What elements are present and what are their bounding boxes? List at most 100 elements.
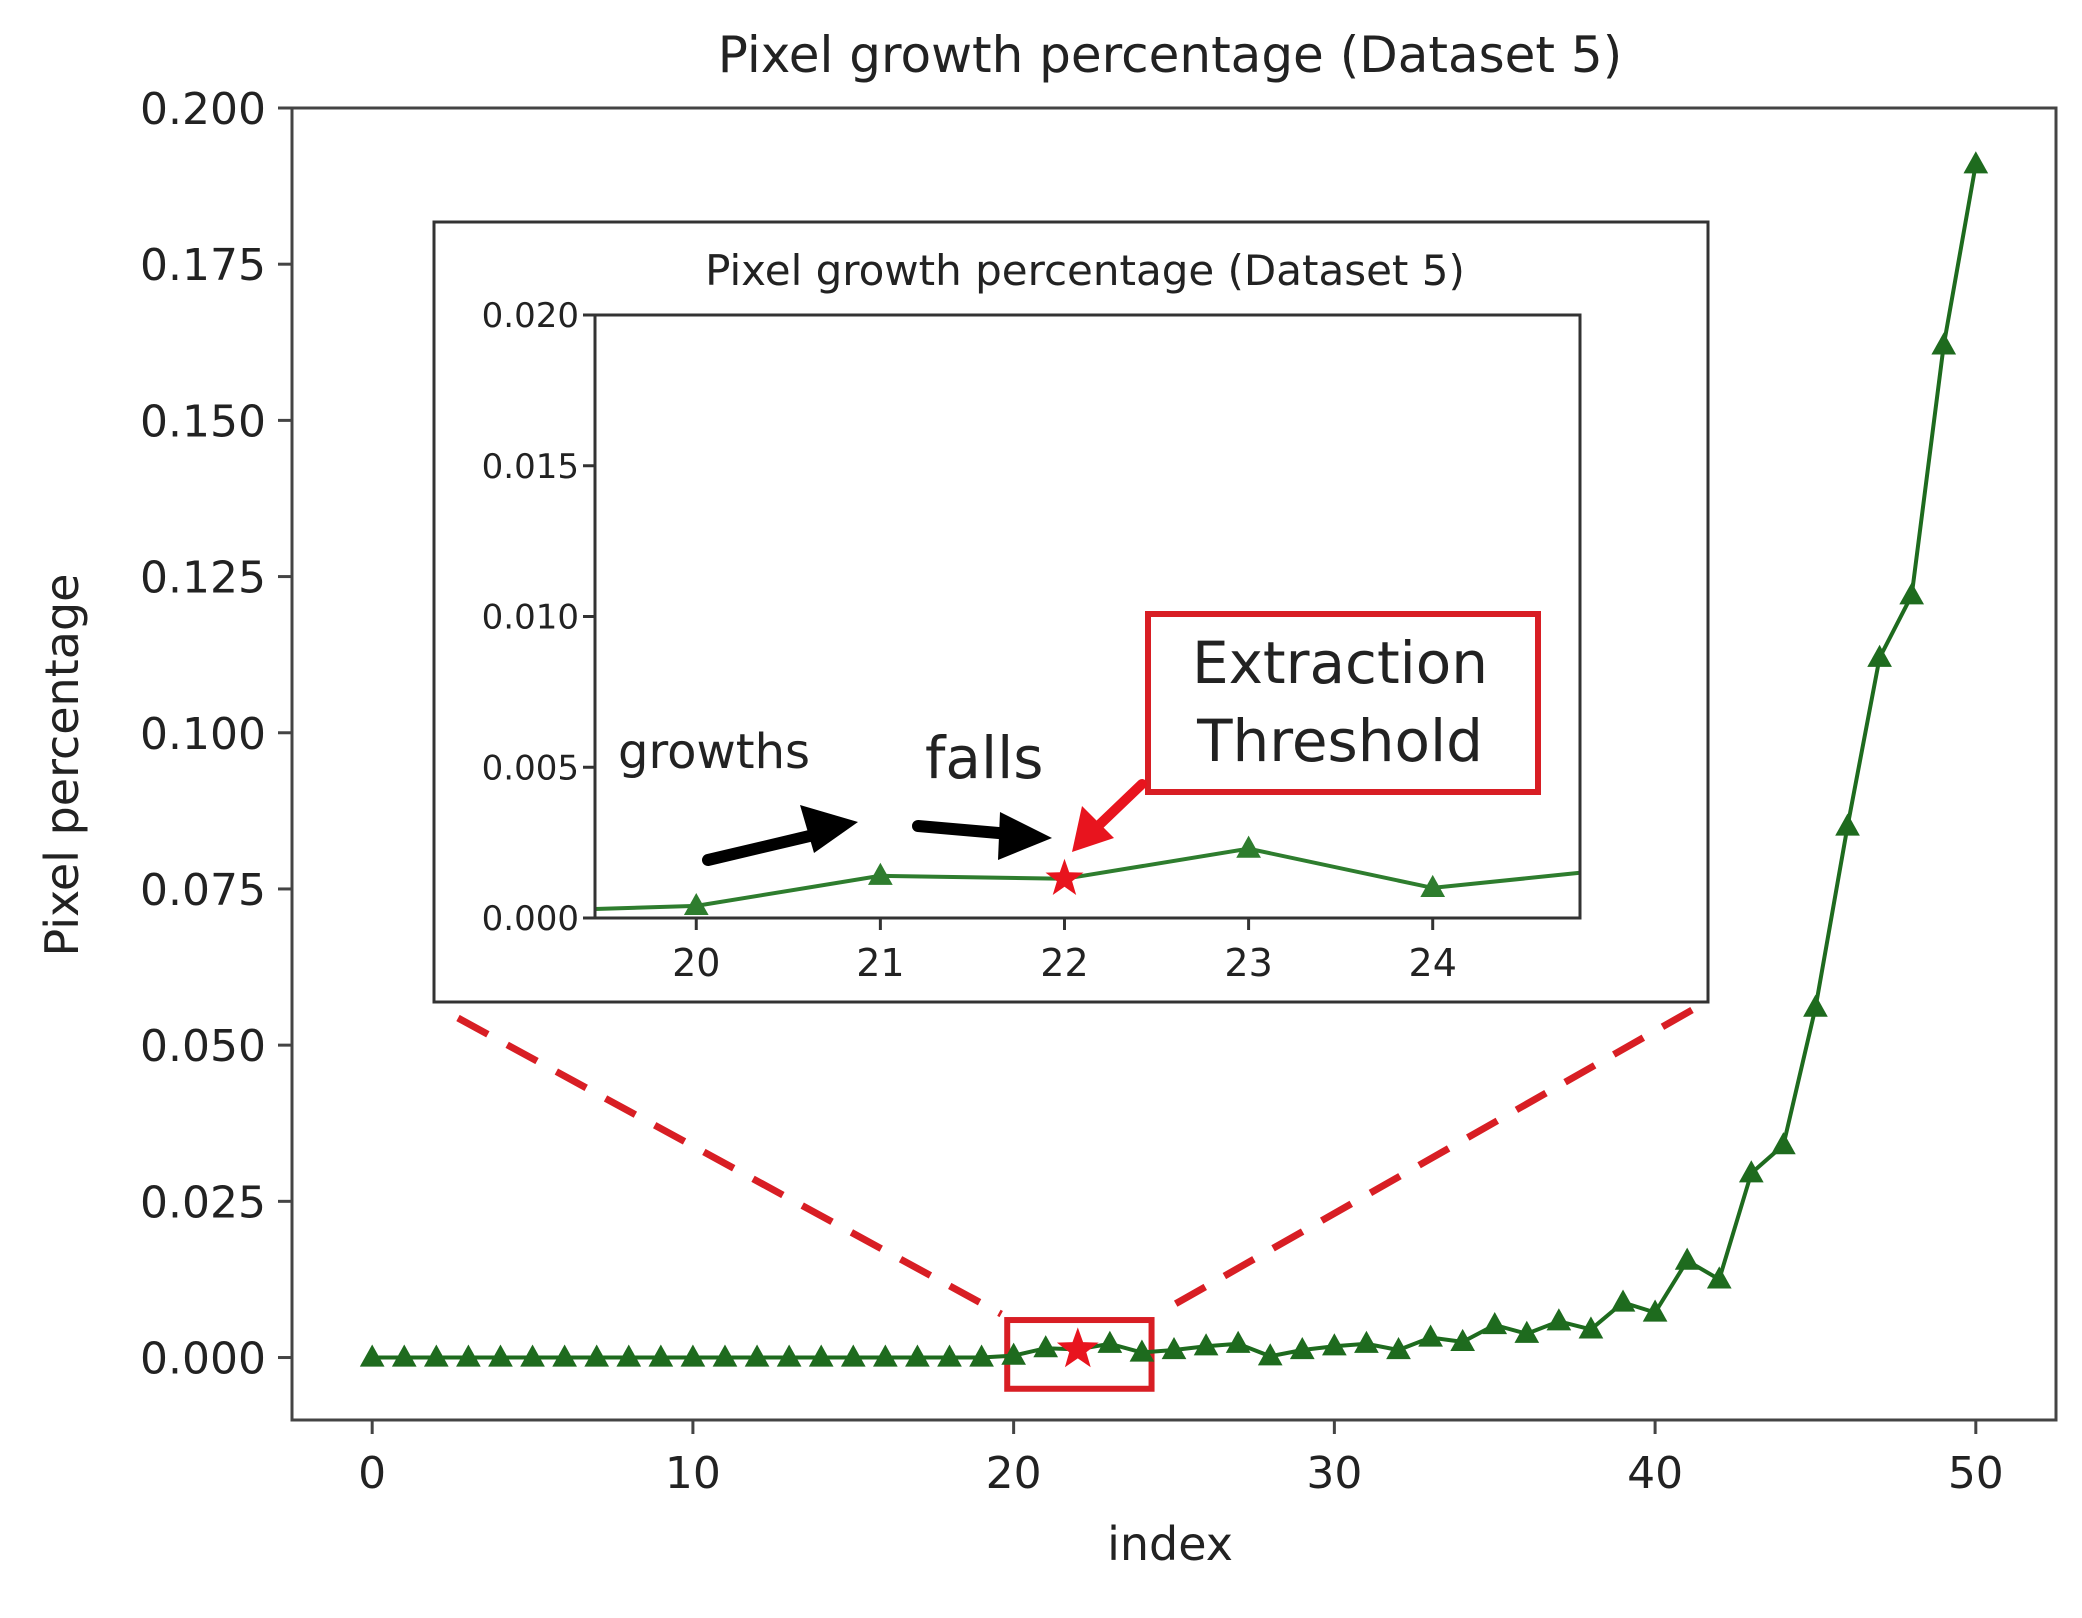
main-y-tick-label: 0.125 xyxy=(140,553,266,604)
main-y-tick-label: 0.050 xyxy=(140,1021,266,1072)
main-data-point xyxy=(359,1344,385,1367)
inset-y-tick-label: 0.005 xyxy=(482,748,579,788)
main-y-axis-label: Pixel percentage xyxy=(35,574,89,957)
main-x-tick-label: 30 xyxy=(1306,1448,1362,1499)
inset-axis-ticks: 0.000 0.005 0.010 0.015 0.020 20 21 22 23 24 xyxy=(482,296,1457,985)
main-y-tick-label: 0.000 xyxy=(140,1334,266,1385)
main-y-tick-label: 0.025 xyxy=(140,1177,266,1228)
inset-y-tick-label: 0.020 xyxy=(482,296,579,336)
inset-y-tick-label: 0.015 xyxy=(482,447,579,487)
main-data-point xyxy=(712,1344,738,1367)
main-y-tick-label: 0.150 xyxy=(140,396,266,447)
main-data-point xyxy=(840,1344,866,1367)
main-data-point xyxy=(1867,644,1892,667)
threshold-callout-line-2: Threshold xyxy=(1196,707,1483,775)
fall-arrow-shaft xyxy=(912,820,1016,840)
main-data-point xyxy=(1835,813,1860,836)
main-x-tick-label: 20 xyxy=(986,1448,1042,1499)
main-data-point xyxy=(808,1344,834,1367)
main-data-point xyxy=(937,1344,962,1367)
main-x-tick-label: 50 xyxy=(1948,1448,2004,1499)
main-data-point xyxy=(1482,1312,1508,1335)
main-chart-title: Pixel growth percentage (Dataset 5) xyxy=(718,26,1622,84)
main-y-tick-label: 0.175 xyxy=(140,240,266,291)
main-data-point xyxy=(1354,1330,1379,1353)
zoom-connector-left xyxy=(456,1014,1003,1318)
main-data-point xyxy=(1706,1266,1732,1289)
inset-x-tick-label: 20 xyxy=(672,941,720,985)
inset-data-point xyxy=(868,862,893,885)
main-data-point xyxy=(584,1344,610,1367)
inset-x-tick-label: 22 xyxy=(1040,941,1088,985)
main-x-tick-label: 10 xyxy=(665,1448,721,1499)
main-y-tick-label: 0.200 xyxy=(140,84,266,135)
main-data-point xyxy=(1546,1308,1572,1331)
falls-annotation: falls xyxy=(925,724,1043,792)
main-data-point xyxy=(905,1344,930,1367)
main-data-point xyxy=(1418,1324,1443,1347)
main-data-point xyxy=(1674,1247,1700,1270)
main-data-point xyxy=(520,1344,545,1367)
main-data-point xyxy=(1899,582,1925,605)
main-highlight-star xyxy=(1056,1327,1099,1368)
main-data-point xyxy=(648,1344,674,1367)
main-data-point xyxy=(1578,1316,1604,1339)
inset-data-point xyxy=(1420,874,1446,897)
main-data-point xyxy=(1225,1330,1251,1353)
threshold-callout-line-1: Extraction xyxy=(1192,629,1488,697)
threshold-arrow-head xyxy=(1072,806,1114,852)
inset-data-point xyxy=(1236,835,1261,858)
main-plot-frame xyxy=(290,106,2058,1422)
main-y-tick-label: 0.075 xyxy=(140,865,266,916)
inset-plot-frame xyxy=(593,313,1582,920)
main-data-point xyxy=(1289,1337,1315,1360)
main-data-point xyxy=(456,1344,481,1367)
main-data-point xyxy=(1001,1342,1026,1365)
main-data-point xyxy=(1514,1320,1540,1343)
inset-highlight-star xyxy=(1045,858,1084,895)
inset-y-tick-label: 0.000 xyxy=(482,899,579,939)
fall-arrow xyxy=(912,812,1052,860)
main-x-axis-label: index xyxy=(1107,1517,1233,1571)
main-data-point xyxy=(1450,1328,1476,1352)
main-data-point xyxy=(1322,1333,1347,1356)
threshold-arrow-shaft xyxy=(1091,779,1147,833)
main-data-point xyxy=(488,1344,513,1367)
main-data-point xyxy=(1129,1339,1155,1362)
main-data-point xyxy=(744,1344,770,1367)
inset-y-tick-label: 0.010 xyxy=(482,598,579,638)
main-data-point xyxy=(552,1344,577,1367)
main-data-point xyxy=(1161,1337,1187,1360)
main-data-point xyxy=(616,1344,642,1367)
main-data-point xyxy=(680,1344,706,1367)
main-y-tick-label: 0.100 xyxy=(140,709,266,760)
fall-arrow-head xyxy=(998,812,1052,860)
growths-annotation: growths xyxy=(618,724,810,780)
main-data-point xyxy=(391,1344,417,1367)
main-data-point xyxy=(872,1344,898,1367)
main-data-point xyxy=(1738,1160,1764,1183)
main-axis-ticks: 0.000 0.025 0.050 0.075 0.100 0.125 0.150 0.175… xyxy=(140,84,2004,1499)
inset-x-tick-label: 24 xyxy=(1409,941,1457,985)
growth-arrow xyxy=(702,805,858,866)
main-data-point xyxy=(1097,1330,1123,1353)
threshold-arrow xyxy=(1072,779,1147,852)
growth-arrow-head xyxy=(800,805,858,853)
main-data-point xyxy=(1931,332,1957,355)
main-series-group xyxy=(359,151,1989,1368)
main-data-point xyxy=(1771,1132,1796,1155)
inset-chart-title: Pixel growth percentage (Dataset 5) xyxy=(705,246,1465,295)
zoom-connector-right xyxy=(1155,1006,1694,1318)
inset-data-point xyxy=(683,892,709,916)
main-data-point xyxy=(423,1344,449,1367)
inset-x-tick-label: 21 xyxy=(856,941,904,985)
main-data-point xyxy=(1642,1299,1668,1322)
growth-arrow-shaft xyxy=(702,828,824,866)
threshold-callout-box xyxy=(1145,611,1541,795)
main-data-point xyxy=(1193,1333,1219,1356)
inset-x-tick-label: 23 xyxy=(1224,941,1272,985)
main-data-point xyxy=(1610,1289,1636,1312)
main-data-point xyxy=(1257,1343,1283,1366)
